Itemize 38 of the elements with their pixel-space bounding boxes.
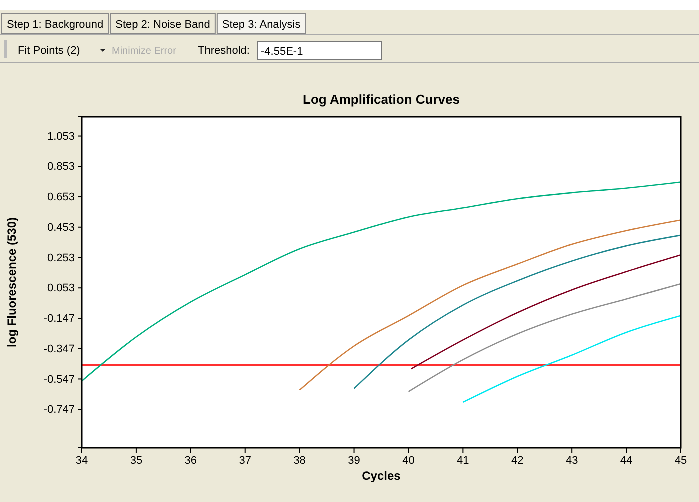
line-series	[410, 254, 682, 370]
x-tick-label: 34	[76, 454, 88, 467]
y-tick-label: -0.347	[44, 343, 75, 356]
x-tick-label: 44	[620, 454, 633, 467]
y-tick-label: -0.547	[44, 374, 75, 386]
y-axis-title: log Fluorescence (530)	[5, 217, 19, 348]
y-tick-label: 0.653	[47, 192, 75, 204]
x-tick-label: 42	[512, 454, 524, 467]
text: -4.55E-1	[261, 46, 304, 58]
y-tick-label: 0.053	[47, 282, 75, 295]
line-series	[462, 315, 682, 404]
text: Threshold:	[198, 45, 250, 57]
x-tick-label: 40	[402, 454, 415, 467]
line-series	[299, 220, 682, 391]
x-tick-label: 35	[130, 454, 143, 467]
x-tick-label: 37	[239, 454, 252, 467]
x-tick-label: 45	[674, 454, 688, 467]
x-tick-label: 41	[457, 454, 470, 467]
text: Step 2: Noise Band	[116, 19, 210, 31]
y-tick-label: 0.853	[47, 161, 75, 174]
x-tick-label: 36	[184, 454, 198, 467]
x-tick-label: 39	[348, 454, 360, 467]
x-tick-label: 38	[294, 454, 306, 467]
y-tick-label: 1.053	[47, 130, 75, 143]
text: Step 3: Analysis	[222, 19, 302, 31]
line-series	[81, 182, 682, 382]
text: Fit Points (2)	[18, 45, 80, 57]
line-series	[408, 283, 682, 392]
text: Step 1: Background	[7, 19, 104, 31]
chart-title: Log Amplification Curves	[303, 92, 460, 107]
y-tick-label: -0.747	[44, 404, 75, 416]
y-tick-label: -0.147	[44, 313, 75, 326]
text: Minimize Error	[112, 46, 178, 57]
y-tick-label: 0.453	[47, 222, 75, 234]
y-tick-label: 0.253	[47, 252, 75, 264]
x-axis-title: Cycles	[362, 469, 402, 483]
x-tick-label: 43	[566, 454, 578, 467]
line-series	[354, 234, 682, 390]
